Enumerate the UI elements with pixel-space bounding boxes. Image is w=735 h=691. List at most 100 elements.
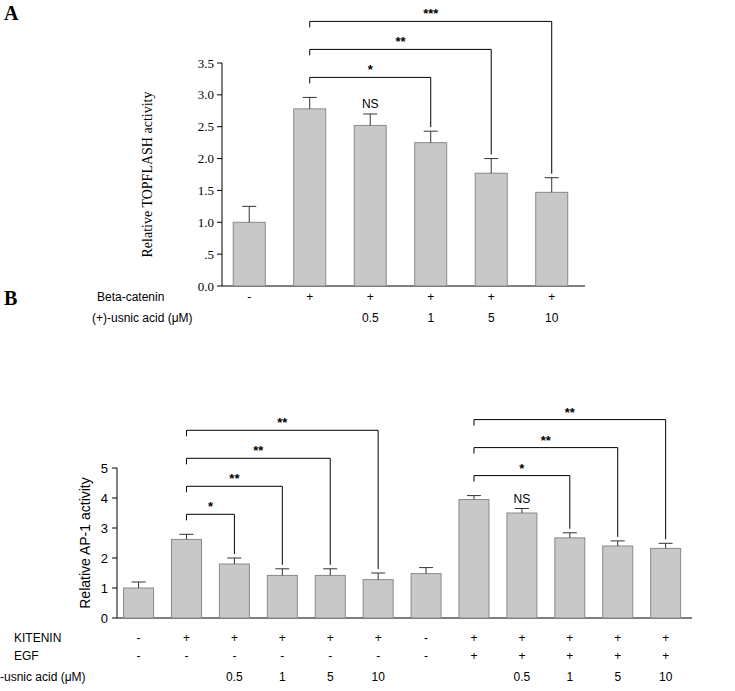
error-stem xyxy=(569,533,570,538)
condition-value: 0.5 xyxy=(362,311,379,325)
bracket-leg xyxy=(491,49,492,154)
bracket: * xyxy=(474,461,570,529)
bar xyxy=(651,548,681,618)
y-axis xyxy=(117,468,118,618)
error-cap xyxy=(467,495,481,496)
error-stem xyxy=(249,206,250,222)
bar xyxy=(267,575,297,618)
condition-value: + xyxy=(231,631,238,645)
bar xyxy=(124,588,154,618)
bar xyxy=(415,143,447,286)
y-tick xyxy=(112,498,117,499)
condition-value: + xyxy=(662,649,669,663)
error-bar xyxy=(363,114,377,125)
error-cap xyxy=(419,567,433,568)
bracket: ** xyxy=(474,405,666,540)
error-stem xyxy=(370,114,371,125)
condition-value: + xyxy=(566,631,573,645)
condition-value: 10 xyxy=(545,311,559,325)
y-tick-label: 2.5 xyxy=(198,119,214,134)
y-tick xyxy=(217,94,222,95)
error-cap xyxy=(132,582,146,583)
error-bar xyxy=(275,569,289,576)
error-bar xyxy=(467,496,481,500)
condition-value: - xyxy=(137,631,141,645)
error-bar xyxy=(132,582,146,588)
condition-value: 0.5 xyxy=(514,670,531,684)
error-cap xyxy=(424,131,438,132)
bracket: * xyxy=(186,499,234,554)
y-tick xyxy=(217,63,222,64)
y-tick-label: 1.0 xyxy=(198,215,214,230)
y-axis xyxy=(222,63,223,286)
condition-value: 5 xyxy=(614,670,621,684)
y-tick-label: 0 xyxy=(101,611,108,626)
condition-value: - xyxy=(280,649,284,663)
condition-value: 1 xyxy=(279,670,286,684)
y-tick-label: 3 xyxy=(101,521,108,536)
bracket-leg xyxy=(309,21,310,27)
bracket-leg xyxy=(186,486,187,492)
bracket-leg xyxy=(473,448,474,454)
error-bar xyxy=(179,534,193,539)
bars xyxy=(124,496,681,618)
y-axis-label: Relative TOPFLASH activity xyxy=(140,92,155,258)
y-tick xyxy=(217,254,222,255)
error-cap xyxy=(227,558,241,559)
error-bar xyxy=(242,206,256,222)
condition-value: + xyxy=(327,631,334,645)
y-tick-label: 4 xyxy=(101,491,108,506)
condition-label: (+)-usnic acid (μM) xyxy=(92,311,193,325)
figure: A0.0.51.01.52.02.53.03.5Relative TOPFLAS… xyxy=(0,0,735,691)
bar xyxy=(507,513,537,618)
y-tick xyxy=(217,286,222,287)
error-stem xyxy=(138,582,139,588)
error-cap xyxy=(659,543,673,544)
condition-label: -usnic acid (μM) xyxy=(0,670,86,684)
y-tick xyxy=(217,190,222,191)
bracket-leg xyxy=(186,514,187,520)
condition-value: 10 xyxy=(659,670,673,684)
y-tick-label: 3.0 xyxy=(198,87,214,102)
error-bar xyxy=(419,568,433,574)
condition-value: + xyxy=(470,631,477,645)
bar xyxy=(459,500,489,619)
condition-value: + xyxy=(488,290,495,304)
error-stem xyxy=(186,534,187,539)
bar xyxy=(411,574,441,618)
error-cap xyxy=(563,532,577,533)
bracket-leg xyxy=(186,430,187,436)
bracket-leg xyxy=(473,476,474,482)
bar xyxy=(536,192,568,286)
bracket-leg xyxy=(430,77,431,127)
panel-0: A0.0.51.01.52.02.53.03.5Relative TOPFLAS… xyxy=(4,2,585,325)
condition-value: + xyxy=(518,631,525,645)
error-stem xyxy=(234,558,235,564)
error-stem xyxy=(330,569,331,576)
error-bar xyxy=(371,573,385,580)
annotation: NS xyxy=(362,97,379,111)
y-tick-label: 2.0 xyxy=(198,151,214,166)
condition-value: + xyxy=(306,290,313,304)
error-cap xyxy=(323,568,337,569)
bracket-leg xyxy=(330,458,331,565)
bracket: * xyxy=(310,62,431,127)
error-cap xyxy=(611,540,625,541)
bar xyxy=(315,575,345,618)
error-stem xyxy=(426,568,427,574)
y-axis-label: Relative AP-1 activity xyxy=(77,477,93,609)
error-cap xyxy=(371,573,385,574)
y-tick-label: 1 xyxy=(101,581,108,596)
condition-value: - xyxy=(376,649,380,663)
bracket-leg xyxy=(186,458,187,464)
condition-value: 0.5 xyxy=(226,670,243,684)
bar xyxy=(233,222,265,286)
error-stem xyxy=(473,496,474,500)
significance-label: ** xyxy=(541,433,552,448)
bracket: ** xyxy=(186,471,282,565)
error-stem xyxy=(521,509,522,514)
condition-label: KITENIN xyxy=(14,631,61,645)
condition-value: - xyxy=(137,649,141,663)
y-tick-label: 1.5 xyxy=(198,183,214,198)
bar xyxy=(219,564,249,618)
